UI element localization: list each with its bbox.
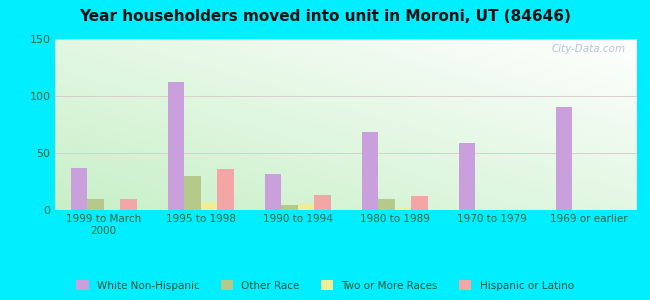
Bar [217, 169, 233, 210]
Legend: White Non-Hispanic, Other Race, Two or More Races, Hispanic or Latino: White Non-Hispanic, Other Race, Two or M… [72, 276, 578, 295]
Bar [395, 208, 411, 210]
Text: City-Data.com: City-Data.com [551, 44, 625, 54]
Bar [314, 195, 331, 210]
Bar [459, 143, 475, 210]
Bar [87, 199, 104, 210]
Bar [201, 202, 217, 210]
Bar [281, 206, 298, 210]
Bar [411, 196, 428, 210]
Bar [168, 82, 184, 210]
Bar [378, 199, 395, 210]
Text: Year householders moved into unit in Moroni, UT (84646): Year householders moved into unit in Mor… [79, 9, 571, 24]
Bar [71, 168, 87, 210]
Bar [120, 199, 136, 210]
Bar [556, 107, 572, 210]
Bar [361, 133, 378, 210]
Bar [184, 176, 201, 210]
Bar [298, 204, 314, 210]
Bar [265, 173, 281, 210]
